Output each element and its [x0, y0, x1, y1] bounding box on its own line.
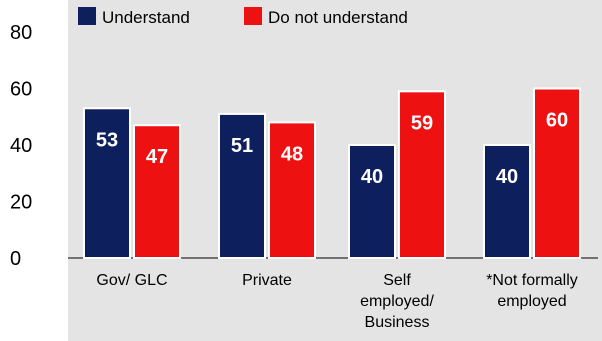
- legend: Understand Do not understand: [78, 7, 408, 27]
- data-label: 48: [281, 143, 303, 165]
- bar-understand: [83, 107, 131, 260]
- data-label: 51: [231, 135, 253, 157]
- bar-do-not-understand: [398, 90, 446, 259]
- bar-do-not-understand: [533, 87, 581, 259]
- x-tick-label: employed/: [360, 293, 434, 310]
- x-tick-label: Business: [365, 314, 430, 331]
- data-label: 47: [146, 146, 168, 168]
- data-label: 59: [411, 112, 433, 134]
- data-label: 53: [96, 129, 118, 151]
- y-tick-label: 0: [10, 248, 21, 270]
- x-tick-label: Private: [242, 272, 292, 289]
- x-tick-label: Self: [383, 272, 411, 289]
- y-tick-label: 80: [10, 22, 32, 44]
- bar-understand: [483, 144, 531, 259]
- legend-swatch: [78, 7, 96, 25]
- legend-label: Understand: [102, 8, 190, 27]
- bars: 53 47 51 48 40 59 40 60: [83, 87, 581, 260]
- bar-understand: [218, 112, 266, 259]
- legend-swatch: [244, 7, 262, 25]
- bar-understand: [348, 144, 396, 259]
- legend-label: Do not understand: [268, 8, 408, 27]
- data-label: 60: [546, 110, 568, 132]
- x-tick-label: employed: [497, 293, 566, 310]
- y-tick-label: 40: [10, 135, 32, 157]
- bar-do-not-understand: [268, 121, 316, 260]
- x-axis: Gov/ GLC Private Self employed/Business *Not…: [96, 272, 577, 331]
- y-tick-label: 20: [10, 192, 32, 214]
- y-tick-label: 60: [10, 79, 32, 101]
- x-tick-label: Gov/ GLC: [96, 272, 167, 289]
- x-tick-label: *Not formally: [486, 272, 578, 289]
- data-label: 40: [361, 166, 383, 188]
- data-label: 40: [496, 166, 518, 188]
- bar-do-not-understand: [133, 124, 181, 259]
